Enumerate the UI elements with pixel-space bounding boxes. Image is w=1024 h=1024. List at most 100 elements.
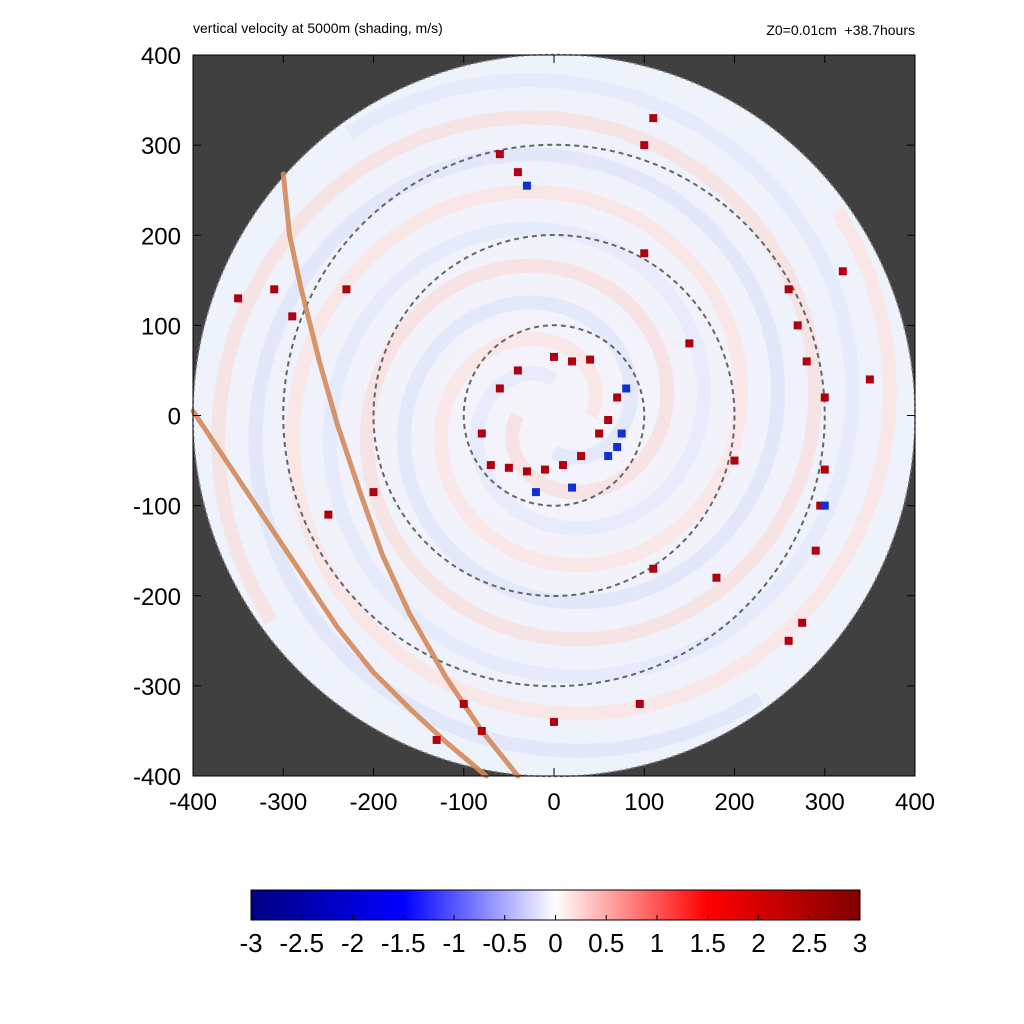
updraft-cell <box>495 150 504 159</box>
updraft-cell <box>577 452 586 461</box>
updraft-cell <box>513 168 522 177</box>
colorbar-tick-label: 3 <box>853 928 867 958</box>
colorbar-ticks: -3 -2.5 -2 -1.5 -1 -0.5 0 0.5 1 1.5 2 2.5 3 <box>239 915 867 958</box>
x-tick-label: 200 <box>714 789 754 816</box>
range-ring <box>372 234 736 597</box>
updraft-cell <box>730 456 739 465</box>
updraft-cell <box>513 366 522 375</box>
updraft-cell <box>550 352 558 361</box>
spiral-band <box>248 147 786 759</box>
downdraft-cell <box>617 429 626 438</box>
updraft-cell <box>504 463 513 472</box>
updraft-cell <box>540 465 549 474</box>
colorbar-tick-label: 1.5 <box>690 928 726 958</box>
updraft-cell <box>342 285 351 294</box>
x-tick-label: -400 <box>169 789 217 816</box>
spiral-band <box>322 72 860 684</box>
range-ring <box>462 324 646 507</box>
y-tick-label: -200 <box>133 584 181 611</box>
updraft-cell <box>559 461 568 470</box>
updraft-cell <box>324 510 333 519</box>
downdraft-cell <box>604 452 613 461</box>
updraft-cell <box>459 699 468 708</box>
y-tick-label: -100 <box>133 494 181 521</box>
colorbar-tick-label: 0 <box>548 928 562 958</box>
convective-cells <box>234 114 874 744</box>
axes: -400 -300 -200 -100 0 100 200 300 400 400 300 200 10… <box>133 43 935 816</box>
coastlines <box>190 171 521 779</box>
updraft-cell <box>640 141 649 150</box>
updraft-cell <box>816 501 825 510</box>
domain-disc <box>193 54 915 777</box>
downdraft-cell <box>531 488 540 497</box>
updraft-cell <box>234 294 243 303</box>
spiral-band <box>210 110 823 647</box>
updraft-cell <box>522 467 531 476</box>
downdraft-cell <box>522 181 531 190</box>
updraft-cell <box>486 461 495 470</box>
updraft-cell <box>369 488 378 497</box>
updraft-cell <box>635 699 644 708</box>
x-tick-label: 300 <box>805 789 845 816</box>
colorbar-tick-label: 2 <box>751 928 765 958</box>
y-tick-label: -300 <box>133 674 181 701</box>
updraft-cell <box>793 321 802 330</box>
colorbar-tick-label: 2.5 <box>791 928 827 958</box>
colorbar-tick-label: -3 <box>239 928 262 958</box>
colorbar-tick-label: 1 <box>650 928 664 958</box>
colorbar-tick-label: -2 <box>341 928 364 958</box>
y-tick-label: -400 <box>133 764 181 791</box>
updraft-cell <box>820 465 829 474</box>
updraft-cell <box>288 312 297 321</box>
updraft-cell <box>712 573 721 582</box>
colorbar-tick-label: -0.5 <box>482 928 527 958</box>
y-tick-label: 400 <box>141 43 181 70</box>
downdraft-cell <box>613 443 622 452</box>
y-tick-label: 300 <box>141 133 181 160</box>
colorbar-tick-label: -2.5 <box>279 928 324 958</box>
y-tick-label: 200 <box>141 223 181 250</box>
updraft-cell <box>640 249 649 258</box>
velocity-field <box>193 54 915 777</box>
updraft-cell <box>595 429 604 438</box>
x-tick-label: -300 <box>259 789 307 816</box>
chart-title: vertical velocity at 5000m (shading, m/s… <box>193 20 443 36</box>
updraft-cell <box>784 285 793 294</box>
updraft-cell <box>802 357 811 366</box>
updraft-cell <box>838 267 847 276</box>
range-ring <box>282 143 826 688</box>
y-tick-label: 0 <box>168 404 181 431</box>
updraft-cell <box>820 393 829 402</box>
updraft-cell <box>811 546 820 555</box>
updraft-cell <box>649 564 658 573</box>
y-tick-label: 100 <box>141 313 181 340</box>
updraft-cell <box>477 429 486 438</box>
colorbar-tick-label: -1.5 <box>381 928 426 958</box>
chart-subtitle: Z0=0.01cm +38.7hours <box>766 22 915 38</box>
updraft-cell <box>798 618 807 627</box>
coastline <box>280 171 521 779</box>
x-tick-label: -200 <box>349 789 397 816</box>
updraft-cell <box>604 416 613 425</box>
colorbar-tick-label: -1 <box>442 928 465 958</box>
updraft-cell <box>865 375 874 384</box>
updraft-cell <box>550 717 558 726</box>
updraft-cell <box>270 285 279 294</box>
spiral-band <box>285 184 898 721</box>
x-tick-label: 400 <box>895 789 935 816</box>
downdraft-cell <box>622 384 631 393</box>
updraft-cell <box>586 355 595 364</box>
updraft-cell <box>432 735 441 744</box>
colorbar-tick-label: 0.5 <box>588 928 624 958</box>
downdraft-cell <box>568 483 577 492</box>
updraft-cell <box>477 726 486 735</box>
updraft-cell <box>613 393 622 402</box>
coastline <box>190 408 489 779</box>
x-tick-label: -100 <box>440 789 488 816</box>
downdraft-cell <box>820 501 829 510</box>
updraft-cell <box>685 339 694 348</box>
updraft-cell <box>649 114 658 123</box>
x-tick-label: 100 <box>624 789 664 816</box>
x-tick-label: 0 <box>547 789 560 816</box>
